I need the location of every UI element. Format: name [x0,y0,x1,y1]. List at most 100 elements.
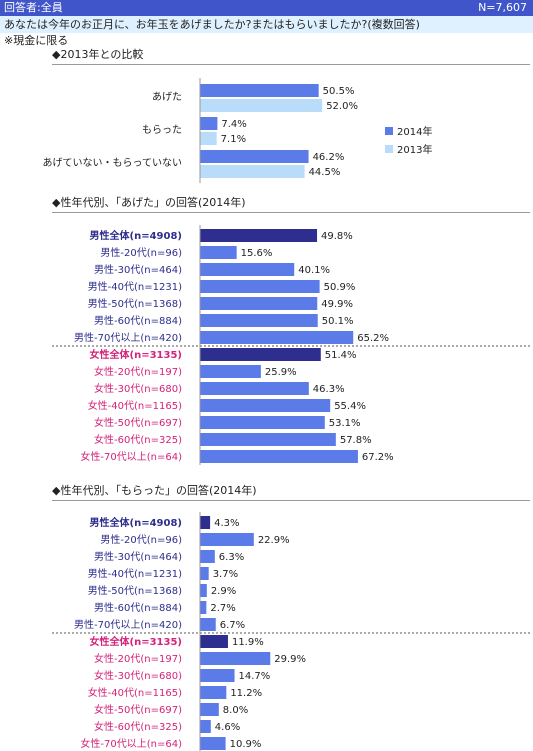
bar [200,399,331,412]
data-label: 57.8% [340,435,372,446]
data-label: 65.2% [357,333,389,344]
bar [200,229,318,242]
category-label: 男性-70代以上(n=420) [74,331,182,344]
data-label: 50.5% [323,86,355,97]
data-label: 51.4% [325,350,357,361]
data-label: 29.9% [274,654,306,665]
bar [200,246,237,259]
data-label: 10.9% [230,739,262,750]
category-label: 女性-70代以上(n=64) [80,737,182,750]
category-label: 男性-50代(n=1368) [88,297,182,310]
data-label: 7.4% [221,119,246,130]
data-label: 11.9% [232,637,264,648]
data-label: 53.1% [329,418,361,429]
bar [200,516,211,529]
category-label: 男性全体(n=4908) [90,229,182,242]
category-label: 女性-40代(n=1165) [88,686,182,699]
category-label: 女性-60代(n=325) [94,720,182,733]
category-label: 男性-40代(n=1231) [88,567,182,580]
bar [200,601,207,614]
category-label: 女性-20代(n=197) [94,365,182,378]
category-label: 男性-20代(n=96) [100,533,182,546]
data-label: 49.9% [321,299,353,310]
category-label: あげた [152,91,182,103]
bar-2013 [200,99,323,112]
section-title-comparison: ◆2013年との比較 [52,47,530,65]
data-label: 4.6% [215,722,240,733]
bar [200,450,358,463]
bar [200,652,271,665]
data-label: 2.7% [210,603,235,614]
bar [200,686,227,699]
data-label: 4.3% [214,518,239,529]
category-label: 男性-60代(n=884) [94,601,182,614]
category-label: 男性-70代以上(n=420) [74,618,182,631]
data-label: 50.9% [324,282,356,293]
category-label: 男性-50代(n=1368) [88,584,182,597]
legend-label: 2014年 [397,125,432,138]
data-label: 46.3% [313,384,345,395]
bar [200,550,215,563]
bar [200,567,209,580]
data-label: 44.5% [309,167,341,178]
category-label: 女性全体(n=3135) [90,635,182,648]
data-label: 2.9% [211,586,236,597]
category-label: 女性-20代(n=197) [94,652,182,665]
data-label: 6.7% [220,620,245,631]
category-label: 女性-70代以上(n=64) [80,450,182,463]
data-label: 7.1% [221,134,246,145]
data-label: 8.0% [223,705,248,716]
category-label: 女性-40代(n=1165) [88,399,182,412]
bar [200,533,254,546]
data-label: 50.1% [322,316,354,327]
category-label: 男性-30代(n=464) [94,263,182,276]
bar-2013 [200,165,305,178]
bar [200,584,207,597]
bar-2013 [200,132,217,145]
bar [200,720,211,733]
bar [200,365,261,378]
bar [200,618,216,631]
data-label: 14.7% [239,671,271,682]
category-label: 男性-60代(n=884) [94,314,182,327]
bar [200,635,228,648]
section-title-gave: ◆性年代別、「あげた」の回答(2014年) [52,195,530,213]
category-label: 男性-20代(n=96) [100,246,182,259]
bar [200,416,325,429]
category-label: 女性-30代(n=680) [94,382,182,395]
section-title-received: ◆性年代別、「もらった」の回答(2014年) [52,483,530,501]
bar [200,297,318,310]
bar [200,382,309,395]
category-label: 男性-30代(n=464) [94,550,182,563]
category-label: 女性-50代(n=697) [94,703,182,716]
note-text: ※現金に限る [4,34,69,47]
data-label: 67.2% [362,452,394,463]
bar [200,331,354,344]
data-label: 22.9% [258,535,290,546]
data-label: 46.2% [313,152,345,163]
category-label: 女性全体(n=3135) [90,348,182,361]
respondents-label: 回答者:全員 [4,1,63,14]
bar [200,737,226,750]
legend-swatch [385,127,393,135]
category-label: 男性-40代(n=1231) [88,280,182,293]
bar [200,348,321,361]
data-label: 40.1% [298,265,330,276]
bar-2014 [200,117,218,130]
category-label: 女性-50代(n=697) [94,416,182,429]
data-label: 15.6% [241,248,273,259]
bar [200,280,320,293]
category-label: 男性全体(n=4908) [90,516,182,529]
data-label: 52.0% [326,101,358,112]
category-label: あげていない・もらっていない [43,157,183,169]
sample-size: N=7,607 [478,1,527,14]
bar [200,703,219,716]
category-label: もらった [142,124,182,136]
bar [200,669,235,682]
category-label: 女性-60代(n=325) [94,433,182,446]
top-bar: 回答者:全員 N=7,607 [0,0,533,16]
data-label: 6.3% [219,552,244,563]
category-label: 女性-30代(n=680) [94,669,182,682]
data-label: 11.2% [230,688,262,699]
